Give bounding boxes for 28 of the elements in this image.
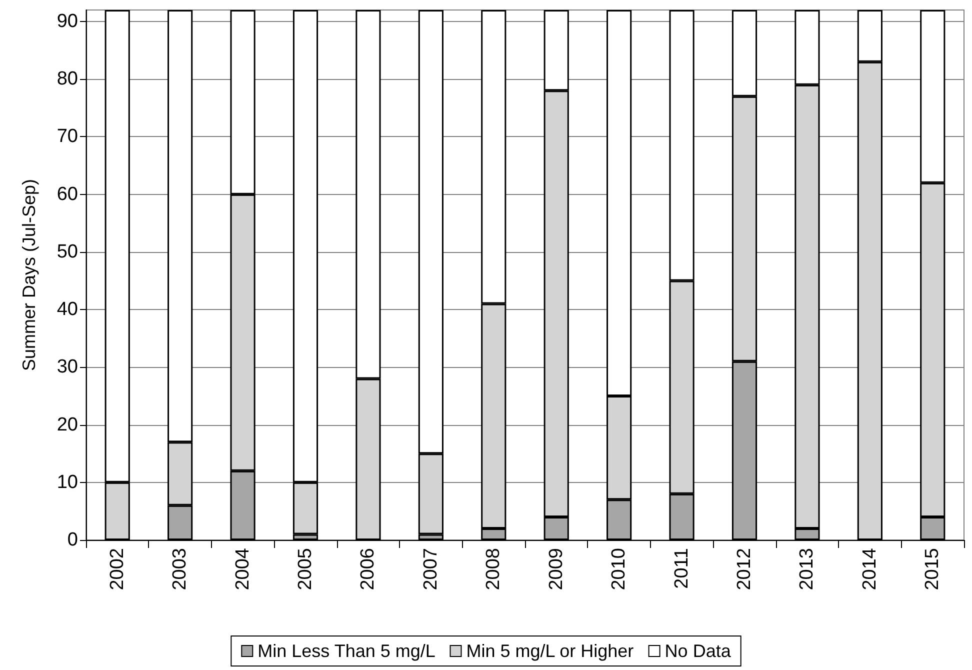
x-tick-label: 2005 <box>295 548 316 590</box>
legend-label: Min 5 mg/L or Higher <box>466 641 634 661</box>
x-tick-label: 2013 <box>796 548 818 590</box>
y-tick-label: 20 <box>56 414 78 436</box>
y-axis-title: Summer Days (Jul-Sep) <box>19 178 39 372</box>
x-tick-label: 2015 <box>922 548 944 590</box>
x-tick-label: 2012 <box>734 548 755 590</box>
y-tick-label: 80 <box>56 68 78 90</box>
x-tick-label: 2006 <box>358 548 379 590</box>
x-tick-label: 2002 <box>106 548 128 590</box>
x-tick-label: 2014 <box>859 548 880 590</box>
y-tick-label: 60 <box>56 184 78 205</box>
legend-label: No Data <box>664 641 732 661</box>
y-tick-label: 90 <box>56 11 78 32</box>
y-tick-label: 10 <box>56 472 78 493</box>
x-tick-label: 2010 <box>608 548 630 590</box>
x-tick-label: 2003 <box>170 548 191 590</box>
y-tick-label: 30 <box>56 356 78 378</box>
x-tick-label: 2007 <box>420 548 442 590</box>
y-tick-label: 50 <box>56 241 78 262</box>
x-tick-label: 2008 <box>483 548 504 590</box>
x-tick-label: 2011 <box>671 548 692 589</box>
x-tick-label: 2004 <box>232 548 254 590</box>
y-tick-label: 0 <box>67 530 78 550</box>
legend-label: Min Less Than 5 mg/L <box>258 641 436 661</box>
y-tick-label: 40 <box>56 299 78 320</box>
y-tick-label: 70 <box>56 126 78 148</box>
x-tick-label: 2009 <box>546 548 567 590</box>
